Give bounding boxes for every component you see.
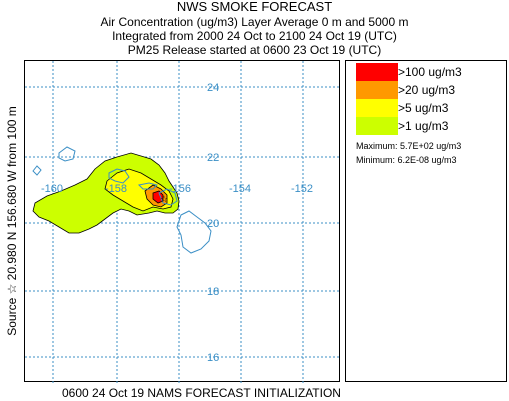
legend-swatch <box>356 99 398 117</box>
lat-label: 22 <box>207 152 219 164</box>
island-niihau <box>32 165 42 176</box>
island-oahu <box>108 168 130 184</box>
plume-contour-1 <box>32 152 180 234</box>
min-concentration: Minimum: 6.2E-08 ug/m3 <box>356 155 457 165</box>
island-hawaii <box>176 210 212 254</box>
lon-label: -152 <box>291 183 313 195</box>
max-concentration: Maximum: 5.7E+02 ug/m3 <box>356 141 462 151</box>
legend-item: >1 ug/m3 <box>356 117 506 135</box>
lat-label: 24 <box>207 82 219 94</box>
lat-label: 16 <box>207 352 219 364</box>
legend-swatch <box>356 81 398 99</box>
legend-swatch <box>356 117 398 135</box>
coastlines <box>32 146 212 254</box>
map-panel: 24 22 20 18 16 -160 -158 -156 -154 -152 … <box>24 60 341 383</box>
smoke-map: 24 22 20 18 16 -160 -158 -156 -154 -152 … <box>25 61 341 383</box>
map-title: NWS SMOKE FORECAST <box>176 0 333 14</box>
release-time: PM25 Release started at 0600 23 Oct 19 (… <box>127 43 382 57</box>
forecast-initialization: 0600 24 Oct 19 NAMS FORECAST INITIALIZAT… <box>62 386 341 400</box>
island-molokai <box>137 182 158 190</box>
source-location-label: Source ☆ 20.980 N 156.680 W from 100 m <box>5 106 19 336</box>
concentration-subtitle: Air Concentration (ug/m3) Layer Average … <box>100 15 409 29</box>
legend-item: >20 ug/m3 <box>356 81 506 99</box>
source-star-icon: ☆ <box>160 195 168 205</box>
lat-label: 20 <box>207 218 219 230</box>
lat-label: 18 <box>207 286 219 298</box>
legend-label: >100 ug/m3 <box>398 65 462 79</box>
legend-label: >1 ug/m3 <box>398 119 449 133</box>
island-maui <box>158 188 178 206</box>
integration-period: Integrated from 2000 24 Oct to 2100 24 O… <box>112 29 397 43</box>
lon-label: -160 <box>41 183 63 195</box>
legend-label: >20 ug/m3 <box>398 83 456 97</box>
legend-label: >5 ug/m3 <box>398 101 449 115</box>
lon-label: -154 <box>229 183 251 195</box>
plume-contour-100 <box>152 190 164 204</box>
island-kauai <box>58 146 76 162</box>
lon-label: -156 <box>169 183 191 195</box>
legend-swatch <box>356 63 398 81</box>
lon-label: -158 <box>105 183 127 195</box>
legend-item: >5 ug/m3 <box>356 99 506 117</box>
legend-item: >100 ug/m3 <box>356 63 506 81</box>
legend-panel: >100 ug/m3 >20 ug/m3 >5 ug/m3 >1 ug/m3 M… <box>345 60 507 382</box>
